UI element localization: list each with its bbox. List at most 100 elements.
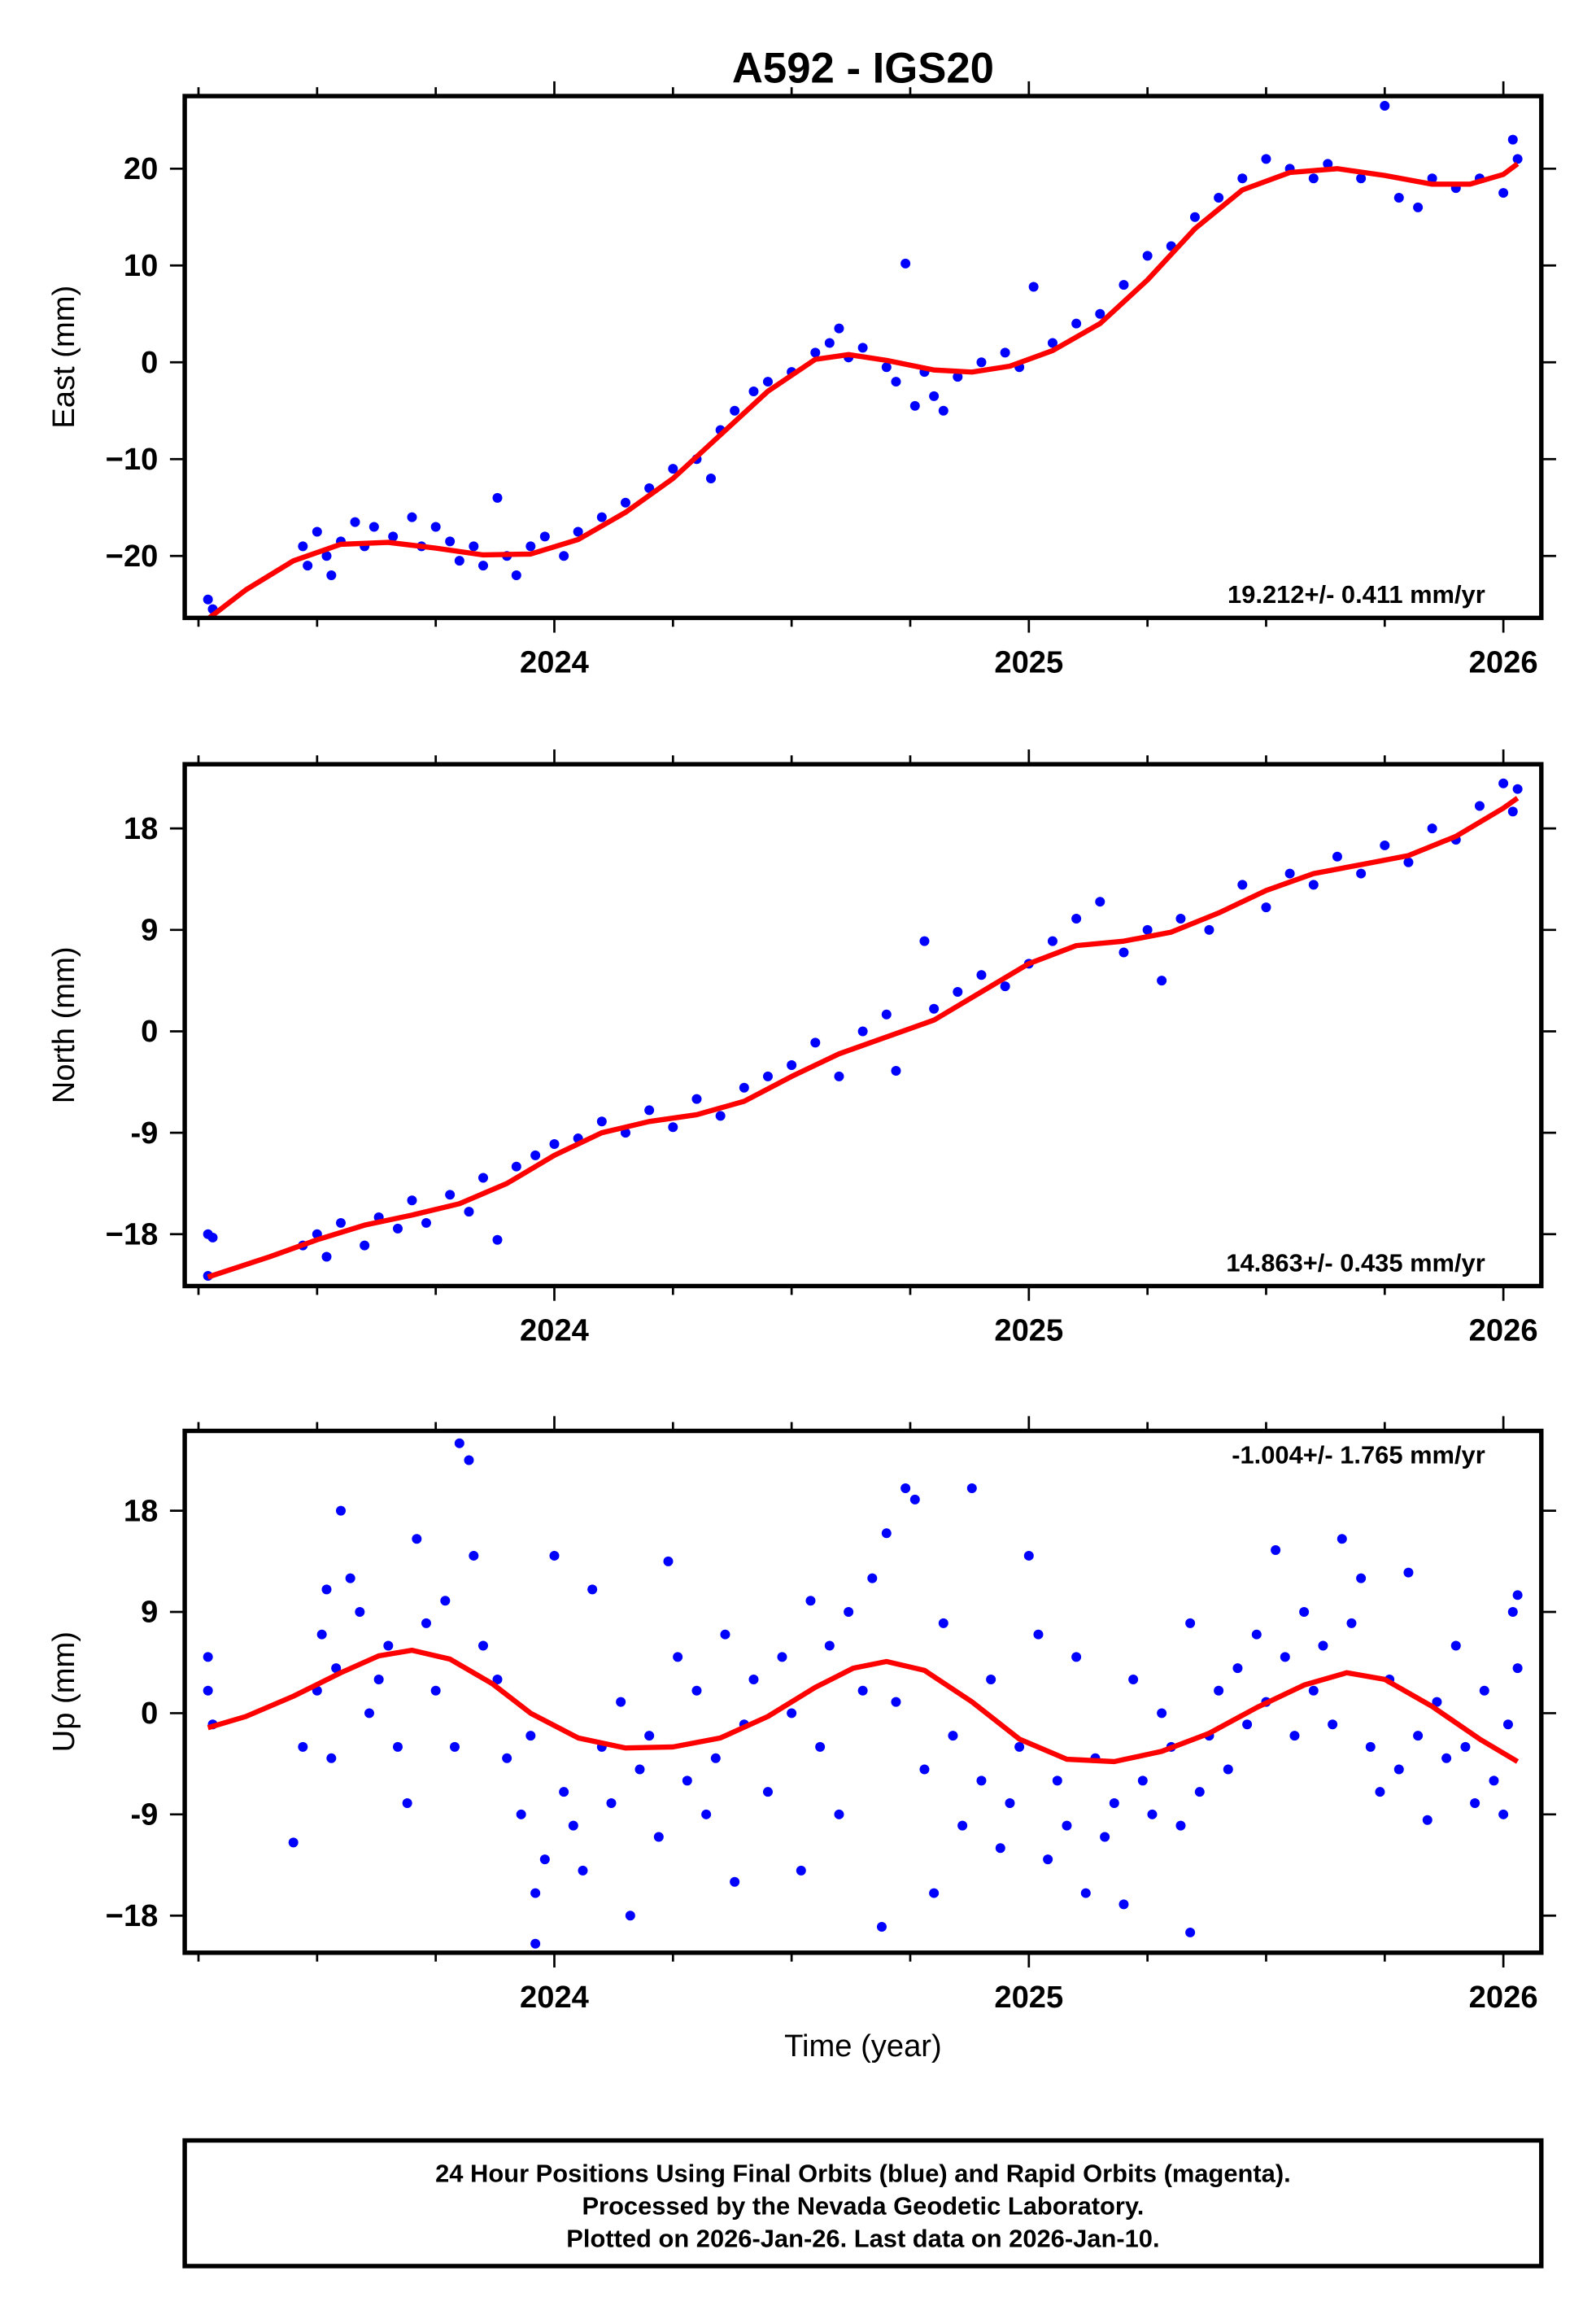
- data-point: [445, 536, 456, 547]
- data-point: [1119, 947, 1129, 958]
- data-point: [1356, 173, 1367, 184]
- data-point: [919, 1764, 930, 1775]
- data-point: [1470, 1798, 1480, 1808]
- y-tick-label: 9: [141, 1595, 158, 1630]
- data-point: [739, 1082, 749, 1093]
- data-point: [1498, 1809, 1509, 1819]
- data-point: [477, 561, 488, 571]
- data-point: [777, 1652, 787, 1662]
- data-point: [1380, 100, 1390, 111]
- y-axis-title: Up (mm): [46, 1631, 81, 1752]
- footer-line-2: Processed by the Nevada Geodetic Laborat…: [582, 2191, 1144, 2220]
- data-point: [705, 474, 716, 484]
- data-point: [673, 1652, 683, 1662]
- data-point: [953, 987, 963, 997]
- data-point: [1280, 1652, 1290, 1662]
- data-point: [834, 1809, 844, 1819]
- data-point: [625, 1911, 635, 1921]
- data-point: [857, 343, 868, 353]
- data-point: [1185, 1618, 1196, 1628]
- y-tick-label: 9: [141, 913, 158, 948]
- y-tick-label: −20: [106, 539, 159, 574]
- data-point: [966, 1483, 977, 1494]
- x-tick-label: 2024: [520, 1980, 589, 2015]
- panel-east: 2024 2025 2026 −20 −10 0 10 20 East (mm) 19.212+/…: [46, 81, 1556, 680]
- data-point: [421, 1618, 431, 1628]
- y-tick-label: -9: [130, 1116, 158, 1151]
- data-point: [909, 1494, 920, 1505]
- data-points: [203, 1438, 1523, 1949]
- data-point: [345, 1573, 355, 1583]
- x-axis-title: Time (year): [784, 2029, 942, 2064]
- data-point: [1251, 1629, 1262, 1640]
- data-point: [929, 1003, 940, 1014]
- data-point: [445, 1190, 456, 1200]
- data-point: [321, 551, 332, 561]
- data-point: [1043, 1854, 1053, 1865]
- data-point: [1185, 1927, 1196, 1937]
- data-point: [1014, 1741, 1025, 1752]
- data-point: [1479, 1685, 1489, 1696]
- data-point: [407, 512, 417, 522]
- data-point: [1337, 1534, 1347, 1544]
- data-point: [620, 497, 630, 508]
- data-point: [938, 405, 948, 416]
- data-point: [787, 1060, 797, 1071]
- data-point: [298, 1741, 308, 1752]
- data-point: [1489, 1775, 1499, 1786]
- data-point: [929, 391, 940, 401]
- data-point: [1157, 976, 1167, 986]
- velocity-label: 19.212+/- 0.411 mm/yr: [1228, 580, 1485, 609]
- data-point: [1214, 193, 1224, 203]
- data-point: [1318, 1640, 1328, 1651]
- data-point: [549, 1550, 560, 1561]
- data-point: [1308, 173, 1319, 184]
- data-point: [530, 1150, 541, 1160]
- data-point: [316, 1629, 327, 1640]
- data-point: [492, 1674, 503, 1684]
- data-point: [525, 1731, 536, 1741]
- data-point: [815, 1741, 826, 1752]
- data-point: [303, 561, 313, 571]
- data-point: [891, 1697, 901, 1707]
- data-point: [1403, 857, 1414, 867]
- data-point: [449, 1741, 460, 1752]
- data-point: [1237, 880, 1248, 890]
- data-point: [976, 1775, 987, 1786]
- footer-line-1: 24 Hour Positions Using Final Orbits (bl…: [435, 2159, 1291, 2187]
- panel-north: 2024 2025 2026 −18 -9 0 9 18 North (mm) 14.863+/-…: [46, 749, 1556, 1348]
- fit-curve: [206, 161, 1520, 618]
- data-point: [1005, 1798, 1015, 1808]
- data-point: [392, 1741, 403, 1752]
- data-point: [573, 526, 583, 537]
- data-point: [919, 936, 930, 946]
- data-point: [1000, 981, 1010, 992]
- y-tick-label: 0: [141, 1014, 158, 1049]
- data-point: [824, 338, 835, 348]
- data-point: [402, 1798, 412, 1808]
- data-point: [477, 1640, 488, 1651]
- data-point: [1194, 1787, 1205, 1797]
- data-point: [1498, 778, 1509, 788]
- y-tick-label: −18: [106, 1898, 159, 1933]
- x-tick-label: 2025: [994, 1980, 1063, 2015]
- data-point: [596, 1116, 607, 1127]
- data-point: [948, 1731, 958, 1741]
- data-point: [1507, 1607, 1518, 1618]
- data-point: [549, 1138, 560, 1149]
- data-point: [1137, 1775, 1148, 1786]
- y-tick-label: −18: [106, 1217, 159, 1252]
- data-point: [824, 1640, 835, 1651]
- data-point: [335, 1217, 346, 1228]
- data-point: [516, 1809, 526, 1819]
- y-tick-label: −10: [106, 442, 159, 477]
- data-point: [644, 1105, 655, 1116]
- plot-frame: [182, 94, 1544, 621]
- data-point: [1189, 212, 1200, 222]
- data-point: [1047, 338, 1057, 348]
- data-point: [691, 1685, 702, 1696]
- data-point: [1261, 902, 1271, 913]
- data-point: [720, 1629, 730, 1640]
- x-tick-label: 2024: [520, 1313, 589, 1348]
